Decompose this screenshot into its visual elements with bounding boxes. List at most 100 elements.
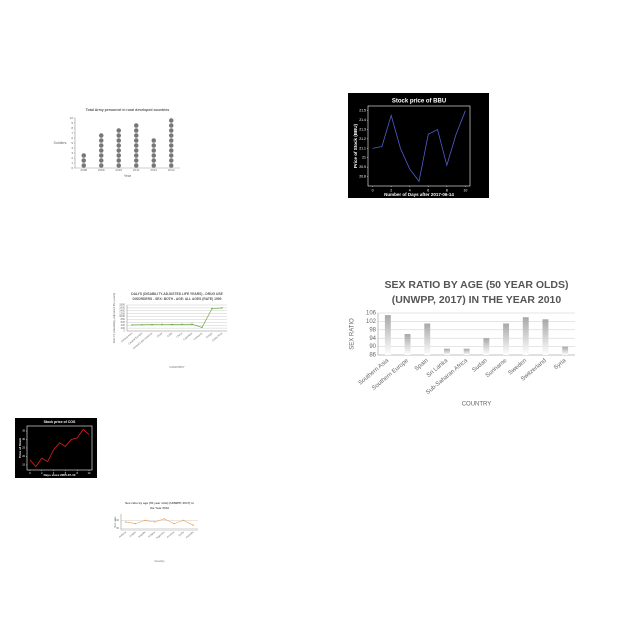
dot	[151, 153, 156, 158]
x-tick-label: Australia	[185, 530, 195, 539]
dot-column	[81, 153, 86, 168]
x-tick-label: 2013	[168, 168, 175, 172]
dot	[169, 133, 174, 138]
dot	[134, 148, 139, 153]
dot	[134, 138, 139, 143]
y-tick-label: 25	[22, 447, 25, 450]
data-point	[171, 323, 173, 326]
y-tick-label: 102	[366, 319, 377, 325]
x-tick-label: 0	[372, 188, 374, 192]
dot-column	[99, 133, 104, 168]
dot	[116, 163, 121, 168]
x-tick-label: Comoros	[192, 331, 203, 341]
y-tick-label: 21.3	[359, 127, 366, 131]
data-point	[211, 307, 213, 310]
y-axis-label: SEX RATIO	[350, 318, 356, 350]
x-tick-label: 2010	[115, 168, 122, 172]
dot	[134, 128, 139, 133]
y-tick-label: 1200	[119, 311, 125, 315]
bar	[424, 323, 431, 355]
x-axis-label: Year	[124, 174, 132, 178]
dot	[169, 148, 174, 153]
x-tick-label: 4	[409, 188, 411, 192]
x-tick-label: China	[175, 331, 183, 339]
y-tick-label: 7	[71, 131, 73, 135]
x-tick-label: 6	[427, 188, 429, 192]
data-point	[182, 519, 185, 522]
data-point	[192, 524, 194, 526]
x-tick-label: Antigua	[148, 530, 157, 538]
data-point	[144, 519, 146, 522]
y-tick-label: 10	[70, 116, 74, 120]
dot	[116, 128, 121, 133]
bar	[542, 319, 549, 355]
data-point	[201, 326, 203, 329]
x-tick-label: Costa Rica	[211, 331, 224, 343]
data-point	[191, 323, 193, 325]
dot	[116, 143, 121, 148]
y-tick-label: 21.4	[359, 118, 366, 122]
y-tick-label: 0	[71, 166, 73, 170]
data-line	[131, 307, 223, 328]
bar	[483, 338, 490, 355]
data-point	[151, 323, 153, 326]
data-line	[29, 428, 90, 468]
x-tick-label: 10	[88, 472, 91, 475]
chart-title: Sex ratio by age (50 year olds) (UNWPP, …	[125, 501, 194, 505]
dot	[116, 158, 121, 163]
x-tick-label: 2008	[80, 168, 87, 172]
y-tick-label: 86	[369, 353, 376, 359]
dot	[151, 143, 156, 148]
data-point	[173, 522, 175, 525]
x-tick-label: 10	[463, 188, 467, 192]
dot	[116, 153, 121, 158]
plot-frame	[26, 425, 93, 471]
y-tick-label: 200	[121, 326, 126, 330]
bar	[503, 323, 510, 355]
y-axis-label: Soldiers	[54, 141, 67, 145]
x-tick-label: Aruba	[178, 530, 185, 537]
bar	[562, 346, 569, 355]
x-tick-label: Chile	[166, 331, 174, 338]
chart-title: Stock price of COS	[44, 420, 76, 424]
dot	[169, 138, 174, 143]
y-tick-label: 2	[71, 156, 73, 160]
y-tick-label: 20.8	[359, 175, 366, 179]
data-point	[131, 324, 133, 326]
data-point	[153, 521, 156, 523]
x-tick-label: 8	[77, 472, 79, 475]
x-axis-label: COUNTRY	[169, 365, 184, 369]
chart-title: Stock price of BBU	[392, 99, 446, 105]
x-axis-label: Days since 2005-07-13	[44, 473, 76, 477]
y-tick-label: 9	[71, 121, 73, 125]
dot	[151, 158, 156, 163]
bar	[384, 315, 391, 355]
x-tick-label: Chad	[156, 331, 164, 338]
y-tick-label: 100	[115, 519, 120, 522]
y-tick-label: 94	[369, 336, 376, 342]
bar	[443, 348, 450, 355]
y-tick-label: 106	[366, 311, 377, 317]
dot	[99, 143, 104, 148]
chart-title: the Year 2010	[150, 506, 169, 510]
x-tick-label: 2011	[133, 168, 140, 172]
dot	[169, 163, 174, 168]
dot	[116, 133, 121, 138]
dot	[134, 133, 139, 138]
dot	[99, 158, 104, 163]
y-axis-label: DALYs (disability-adjusted life years)	[112, 293, 116, 343]
x-tick-label: Colombia	[182, 331, 193, 341]
bar	[522, 317, 529, 355]
dot	[99, 148, 104, 153]
y-axis-label: Price of Stock	[18, 438, 22, 458]
dot	[99, 153, 104, 158]
dot	[134, 123, 139, 128]
y-tick-label: 1600	[119, 306, 125, 310]
x-tick-label: Angola	[129, 530, 137, 538]
dot	[134, 163, 139, 168]
y-tick-label: 35	[22, 430, 25, 433]
y-tick-label: 3	[71, 151, 73, 155]
y-tick-label: 6	[71, 136, 73, 140]
data-point	[221, 307, 223, 309]
x-tick-label: 8	[446, 188, 448, 192]
